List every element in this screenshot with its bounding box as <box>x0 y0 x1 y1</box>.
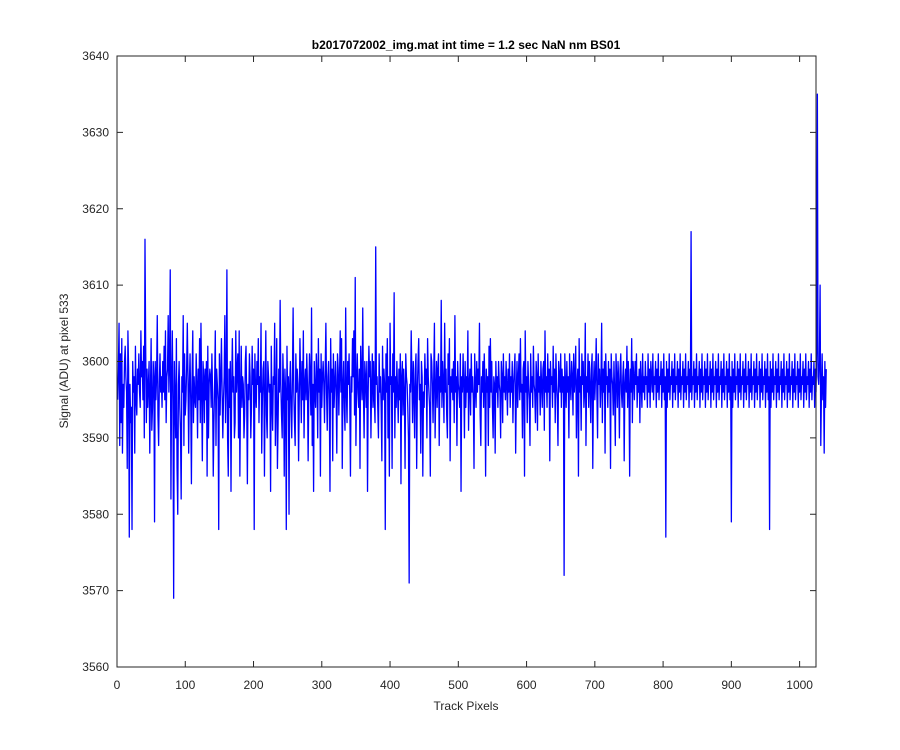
y-axis-label: Signal (ADU) at pixel 533 <box>57 293 71 428</box>
y-tick-label: 3570 <box>82 584 109 598</box>
x-axis-label: Track Pixels <box>434 699 499 713</box>
y-tick-label: 3560 <box>82 660 109 674</box>
x-tick-label: 800 <box>653 678 673 692</box>
x-tick-label: 200 <box>244 678 264 692</box>
series-line-0 <box>117 93 827 599</box>
x-axis-ticks: 0 100 200 300 400 500 600 700 800 900 1000 <box>114 56 813 692</box>
x-tick-label: 0 <box>114 678 121 692</box>
x-tick-label: 300 <box>312 678 332 692</box>
x-tick-label: 900 <box>721 678 741 692</box>
chart-title: b2017072002_img.mat int time = 1.2 sec N… <box>312 38 621 52</box>
x-tick-label: 1000 <box>786 678 813 692</box>
x-tick-label: 500 <box>448 678 468 692</box>
y-tick-label: 3630 <box>82 125 109 139</box>
y-tick-label: 3590 <box>82 431 109 445</box>
y-tick-label: 3610 <box>82 278 109 292</box>
y-tick-label: 3600 <box>82 355 109 369</box>
y-tick-label: 3620 <box>82 202 109 216</box>
series-layer <box>117 93 827 599</box>
x-tick-label: 600 <box>517 678 537 692</box>
y-tick-label: 3640 <box>82 49 109 63</box>
x-tick-label: 700 <box>585 678 605 692</box>
x-tick-label: 400 <box>380 678 400 692</box>
x-tick-label: 100 <box>175 678 195 692</box>
y-axis-ticks: 3560 3570 3580 3590 3600 3610 3620 3630 3640 <box>82 49 816 674</box>
y-tick-label: 3580 <box>82 507 109 521</box>
